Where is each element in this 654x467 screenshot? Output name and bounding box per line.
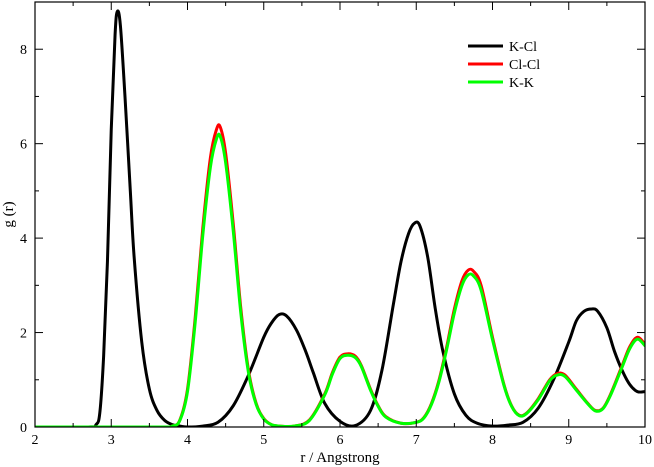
x-tick-label: 6 [337,433,344,448]
plot-content [35,9,645,427]
y-tick-label: 2 [20,327,27,342]
legend-item-k-k: K-K [468,76,534,91]
x-tick-label: 3 [108,433,115,448]
legend-label-cl-cl: Cl-Cl [509,58,540,73]
x-tick-label: 5 [260,433,267,448]
legend-item-cl-cl: Cl-Cl [468,58,540,73]
legend-label-k-cl: K-Cl [509,40,537,55]
legend: K-Cl Cl-Cl K-K [468,40,540,91]
legend-label-k-k: K-K [509,76,534,91]
x-tick-label: 7 [413,433,420,448]
x-tick-label: 8 [489,433,496,448]
y-tick-label: 6 [20,138,27,153]
y-tick-label: 4 [20,232,27,247]
x-axis-label: r / Angstrong [300,450,380,466]
x-tick-label: 2 [32,433,39,448]
series-line-k-cl [35,9,645,427]
series-line-k-k [35,132,645,427]
x-tick-label: 9 [565,433,572,448]
y-tick-label: 0 [20,421,27,436]
y-tick-label: 8 [20,43,27,58]
legend-item-k-cl: K-Cl [468,40,537,55]
x-tick-label: 4 [184,433,191,448]
x-tick-label: 10 [638,433,652,448]
y-axis-label: g (r) [1,201,17,227]
